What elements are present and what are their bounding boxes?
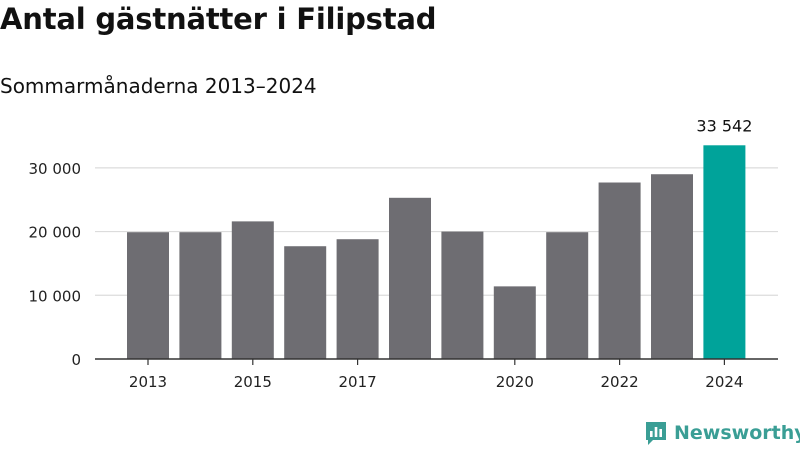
bar-2024 (703, 145, 746, 359)
x-tick-label: 2015 (234, 373, 272, 391)
x-tick-label: 2020 (496, 373, 534, 391)
x-tick-label: 2022 (601, 373, 639, 391)
chart-title: Antal gästnätter i Filipstad (0, 2, 437, 36)
bar-2016 (284, 246, 327, 359)
newsworthy-logo-icon (646, 422, 666, 445)
bar-2015 (231, 221, 274, 359)
x-tick-label: 2017 (339, 373, 377, 391)
x-tick-label: 2024 (705, 373, 743, 391)
chart-subtitle: Sommarmånaderna 2013–2024 (0, 74, 317, 98)
y-tick-label: 10 000 (29, 287, 82, 305)
data-label: 33 542 (696, 116, 752, 135)
bar-2013 (127, 232, 169, 359)
y-tick-label: 30 000 (29, 160, 82, 178)
bar-2017 (336, 239, 379, 359)
y-tick-label: 20 000 (29, 224, 82, 242)
bar-2020 (493, 286, 536, 359)
bar-2022 (598, 182, 641, 359)
brand-name: Newsworthy (674, 422, 800, 444)
brand-logo: Newsworthy (644, 420, 800, 446)
x-tick-label: 2013 (129, 373, 167, 391)
bar-2021 (546, 232, 589, 359)
bar-2023 (651, 174, 693, 359)
bar-2019 (441, 231, 484, 359)
bar-2018 (389, 197, 431, 359)
bar-2014 (179, 232, 222, 359)
y-tick-label: 0 (71, 351, 81, 369)
